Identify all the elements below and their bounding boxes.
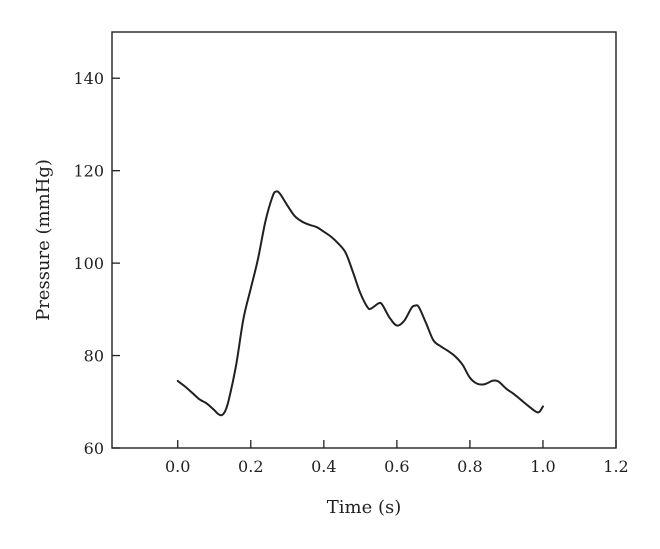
- y-tick-label: 60: [84, 439, 104, 458]
- y-tick-label: 120: [73, 162, 104, 181]
- series-layer: [176, 190, 544, 417]
- x-axis-label: Time (s): [327, 497, 402, 518]
- x-tick-label: 0.2: [238, 457, 263, 476]
- plot-area-frame: [111, 31, 617, 449]
- x-tick-label: 1.0: [530, 457, 555, 476]
- y-tick-label: 100: [73, 254, 104, 273]
- y-axis-label: Pressure (mmHg): [33, 159, 54, 321]
- x-tick-label: 0.6: [384, 457, 409, 476]
- x-tick-label: 0.0: [165, 457, 190, 476]
- y-tick-label: 140: [73, 69, 104, 88]
- x-tick-label: 0.4: [311, 457, 336, 476]
- y-tick-label: 80: [84, 347, 104, 366]
- y-axis-ticks: 60 80 100 120 140: [73, 69, 120, 458]
- pressure-series-line: [176, 190, 544, 417]
- x-tick-label: 1.2: [603, 457, 628, 476]
- x-axis-ticks: 0.0 0.2 0.4 0.6 0.8 1.0 1.2: [165, 440, 629, 476]
- x-tick-label: 0.8: [457, 457, 482, 476]
